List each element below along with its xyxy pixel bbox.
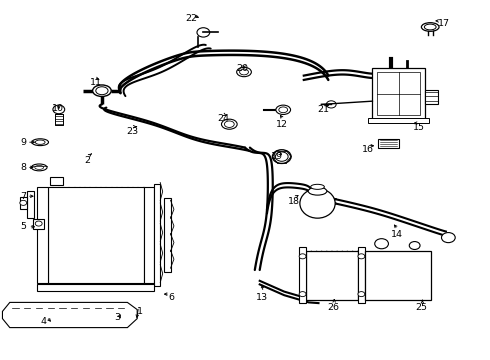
Bar xyxy=(365,251,431,300)
Text: 18: 18 xyxy=(288,197,300,206)
Text: 4: 4 xyxy=(40,317,46,325)
Text: 1: 1 xyxy=(137,307,143,316)
Bar xyxy=(358,247,365,303)
Polygon shape xyxy=(2,302,137,328)
Text: 25: 25 xyxy=(416,303,427,312)
Bar xyxy=(377,72,420,115)
Bar xyxy=(33,219,44,229)
Text: 11: 11 xyxy=(90,78,101,87)
Text: 2: 2 xyxy=(84,156,90,165)
Bar xyxy=(37,284,154,291)
Text: 7: 7 xyxy=(21,192,26,201)
Ellipse shape xyxy=(276,105,291,114)
Text: 22: 22 xyxy=(185,14,197,23)
Ellipse shape xyxy=(221,119,237,129)
Ellipse shape xyxy=(35,166,44,169)
Circle shape xyxy=(20,200,26,205)
Bar xyxy=(306,251,358,300)
Circle shape xyxy=(197,28,210,37)
Ellipse shape xyxy=(224,121,234,127)
Ellipse shape xyxy=(96,87,108,95)
Text: 10: 10 xyxy=(52,104,64,113)
Ellipse shape xyxy=(237,67,251,77)
Ellipse shape xyxy=(279,107,288,113)
Bar xyxy=(48,187,144,283)
Text: 12: 12 xyxy=(276,120,288,129)
Text: 23: 23 xyxy=(126,127,138,136)
Polygon shape xyxy=(27,191,34,218)
Bar xyxy=(299,247,306,303)
Text: 15: 15 xyxy=(413,123,425,132)
Bar xyxy=(372,68,425,119)
Ellipse shape xyxy=(275,152,288,161)
Text: 6: 6 xyxy=(169,292,174,302)
Text: 16: 16 xyxy=(362,145,373,154)
Ellipse shape xyxy=(35,140,45,144)
Circle shape xyxy=(326,101,336,108)
Text: 9: 9 xyxy=(21,138,26,147)
Ellipse shape xyxy=(31,164,47,171)
Ellipse shape xyxy=(375,239,389,249)
Circle shape xyxy=(299,254,306,259)
Ellipse shape xyxy=(424,24,436,30)
Bar xyxy=(154,184,160,286)
Ellipse shape xyxy=(441,233,455,243)
Circle shape xyxy=(358,254,365,259)
Bar xyxy=(425,90,438,104)
Text: 17: 17 xyxy=(438,19,449,28)
Text: 3: 3 xyxy=(115,313,121,322)
Ellipse shape xyxy=(300,189,335,218)
Ellipse shape xyxy=(421,23,439,31)
Circle shape xyxy=(358,292,365,297)
Ellipse shape xyxy=(32,139,49,146)
Bar xyxy=(37,187,48,283)
Text: 8: 8 xyxy=(21,163,26,172)
Text: 13: 13 xyxy=(256,292,268,302)
Text: 14: 14 xyxy=(391,230,403,239)
Text: 26: 26 xyxy=(327,303,339,312)
Text: 5: 5 xyxy=(21,222,26,231)
Bar xyxy=(50,177,63,185)
Text: 19: 19 xyxy=(271,152,283,161)
Circle shape xyxy=(299,292,306,297)
Text: 21: 21 xyxy=(318,105,329,114)
Ellipse shape xyxy=(409,242,420,249)
Ellipse shape xyxy=(93,85,111,96)
Text: 24: 24 xyxy=(217,114,229,123)
Ellipse shape xyxy=(240,69,248,75)
Bar xyxy=(164,198,171,272)
Circle shape xyxy=(53,105,65,114)
Bar xyxy=(368,118,429,123)
Text: 20: 20 xyxy=(237,64,248,73)
Bar xyxy=(378,139,399,148)
Ellipse shape xyxy=(272,150,291,163)
Ellipse shape xyxy=(311,184,324,189)
Polygon shape xyxy=(20,197,27,209)
Ellipse shape xyxy=(308,187,327,195)
Bar xyxy=(144,187,154,283)
Circle shape xyxy=(35,221,42,226)
